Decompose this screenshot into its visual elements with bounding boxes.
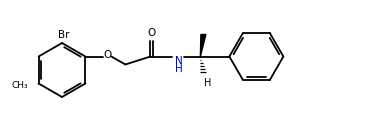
Text: O: O [103, 51, 111, 60]
Text: Br: Br [58, 30, 70, 40]
Text: H: H [204, 77, 211, 88]
Text: O: O [147, 27, 156, 37]
Text: H: H [175, 63, 182, 74]
Polygon shape [200, 34, 206, 56]
Text: N: N [175, 56, 182, 67]
Text: CH₃: CH₃ [12, 81, 29, 90]
